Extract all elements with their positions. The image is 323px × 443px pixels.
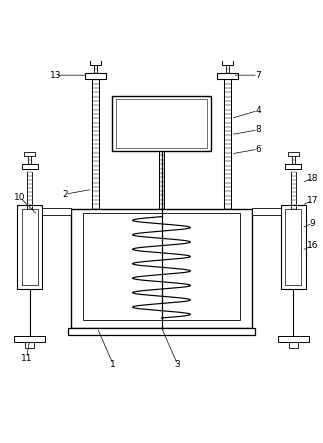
Bar (252, 208, 281, 215)
Text: 11: 11 (21, 354, 32, 363)
Text: 1: 1 (110, 360, 116, 369)
Text: 13: 13 (50, 71, 61, 80)
Text: 7: 7 (255, 71, 261, 80)
Text: 6: 6 (255, 144, 261, 154)
Text: 17: 17 (307, 196, 318, 205)
Bar (116, 99, 207, 148)
Bar (285, 164, 301, 169)
Bar (83, 214, 240, 319)
Bar (22, 209, 38, 285)
Text: 10: 10 (14, 193, 26, 202)
Bar (25, 342, 34, 348)
Bar (17, 206, 42, 289)
Text: 2: 2 (62, 190, 68, 198)
Bar (285, 209, 301, 285)
Text: 9: 9 (310, 218, 316, 228)
Text: 3: 3 (175, 360, 181, 369)
Bar (112, 96, 211, 151)
Bar (14, 336, 45, 342)
Bar (42, 208, 71, 215)
Bar (71, 209, 252, 328)
Bar (287, 152, 299, 156)
Bar (278, 336, 309, 342)
Bar (68, 328, 255, 335)
Text: 16: 16 (307, 241, 318, 250)
Bar (222, 60, 233, 65)
Bar (289, 342, 298, 348)
Bar (22, 164, 38, 169)
Bar (281, 206, 306, 289)
Text: 8: 8 (255, 125, 261, 134)
Text: 18: 18 (307, 174, 318, 183)
Bar (217, 73, 238, 79)
Bar (90, 60, 101, 65)
Text: 4: 4 (255, 106, 261, 115)
Bar (24, 152, 36, 156)
Bar (85, 73, 106, 79)
